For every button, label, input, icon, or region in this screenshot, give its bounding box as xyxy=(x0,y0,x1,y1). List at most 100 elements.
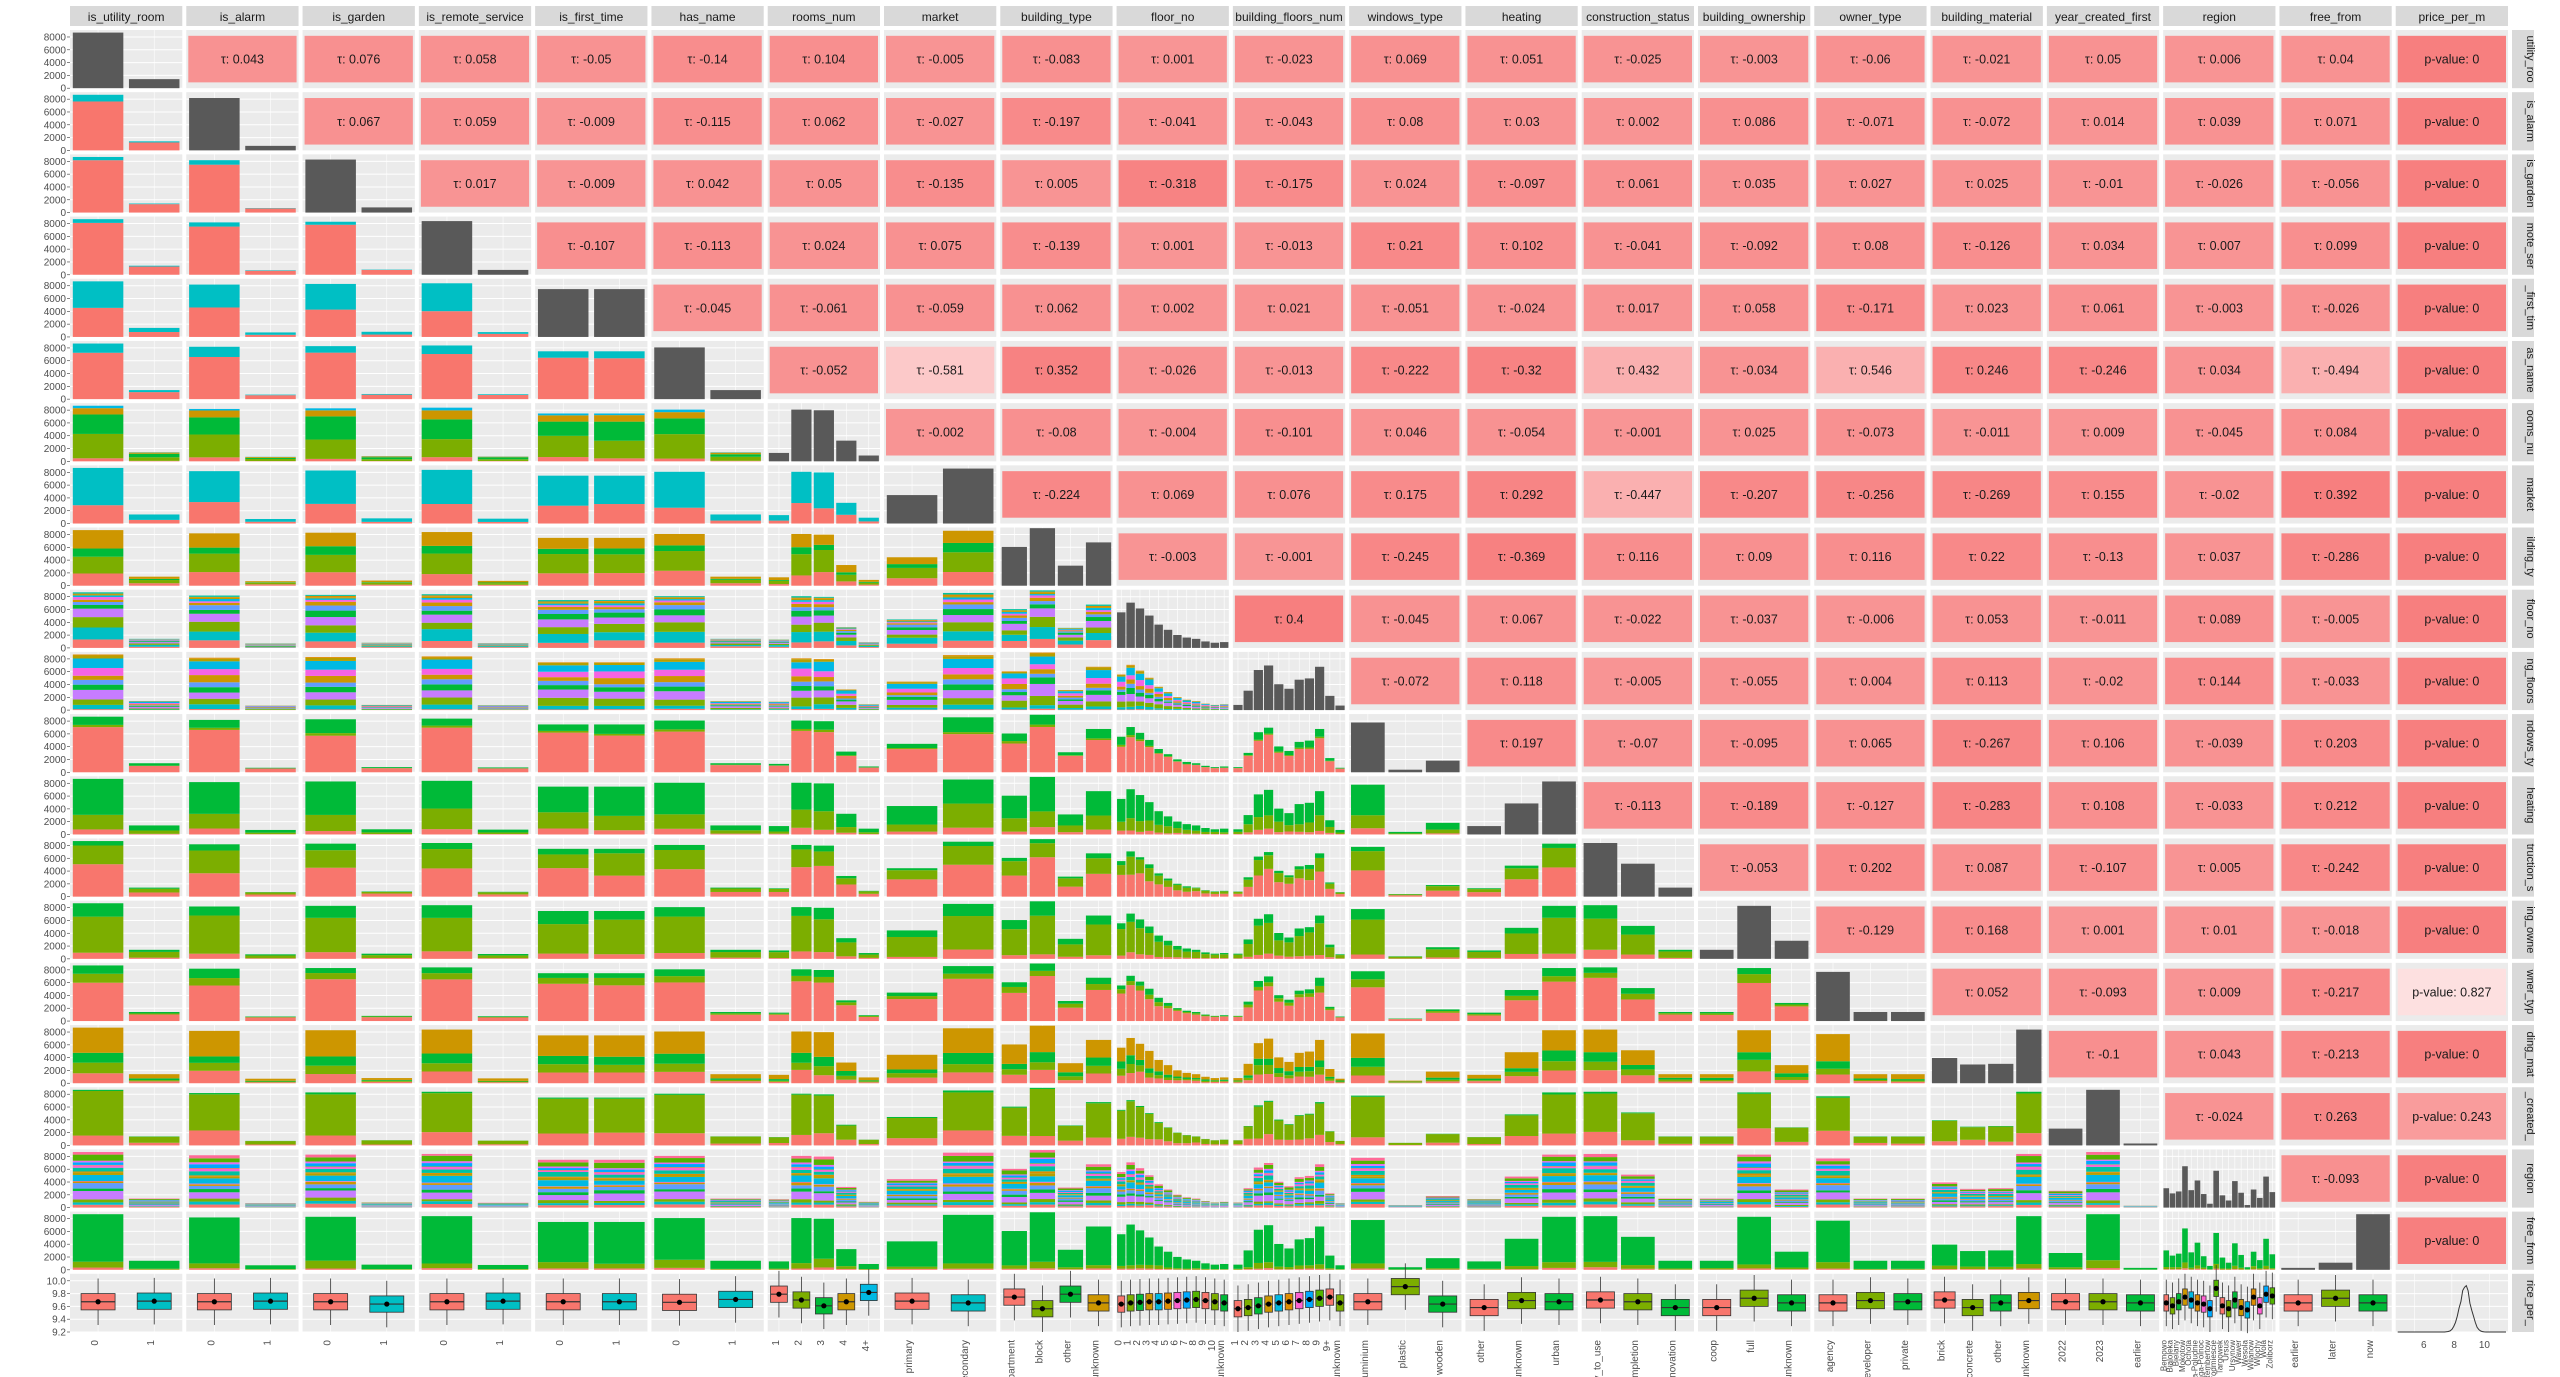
stacked-bar-segment xyxy=(942,679,994,685)
panel-is_first_time-is_first_time xyxy=(535,278,648,338)
stacked-bar-segment xyxy=(128,706,180,709)
stacked-bar-segment xyxy=(72,599,124,603)
stacked-bar-segment xyxy=(305,632,356,642)
stacked-bar-segment xyxy=(1085,829,1112,835)
stacked-bar-segment xyxy=(813,622,834,632)
stacked-bar-segment xyxy=(245,706,296,707)
stacked-bar-segment xyxy=(1315,1102,1325,1104)
stacked-bar-segment xyxy=(1085,607,1112,609)
stacked-bar-segment xyxy=(305,669,356,676)
stacked-bar-segment xyxy=(72,679,124,685)
stacked-bar-segment xyxy=(305,705,356,710)
panel-rooms_num-year_created_first: τ: 0.009 xyxy=(2046,403,2160,462)
y-tick-label: 6000 xyxy=(44,1227,67,1238)
stacked-bar-segment xyxy=(1737,982,1771,1022)
y-tick-label: 0 xyxy=(60,84,66,95)
panel-is_garden-heating: τ: -0.097 xyxy=(1465,154,1578,213)
stacked-bar-segment xyxy=(1219,893,1229,897)
stacked-bar-segment xyxy=(813,732,834,773)
panel-construction_status-free_from: τ: -0.242 xyxy=(2279,838,2392,897)
stacked-bar-segment xyxy=(1173,884,1182,891)
stacked-bar-segment xyxy=(1057,876,1084,879)
stacked-bar-segment xyxy=(189,226,240,275)
stacked-bar-segment xyxy=(1201,706,1210,708)
stacked-bar-segment xyxy=(1029,1136,1056,1146)
stacked-bar-segment xyxy=(245,584,296,586)
stacked-bar-segment xyxy=(189,356,240,400)
stacked-bar-segment xyxy=(1135,1137,1145,1146)
stacked-bar-segment xyxy=(1173,1080,1182,1084)
panel-is_first_time-is_alarm xyxy=(186,278,299,338)
stacked-bar-segment xyxy=(1325,1008,1335,1011)
stacked-bar-segment xyxy=(886,620,938,621)
stacked-bar-segment xyxy=(72,689,124,700)
stacked-bar-segment xyxy=(594,919,645,955)
stacked-bar-segment xyxy=(1304,932,1315,956)
stacked-bar-segment xyxy=(1085,670,1112,679)
row-strip-label: is_garden xyxy=(2524,159,2536,207)
stacked-bar-segment xyxy=(1210,1144,1220,1146)
stacked-bar-segment xyxy=(710,707,761,710)
stacked-bar-segment xyxy=(1425,829,1460,834)
stacked-bar-segment xyxy=(1085,666,1112,668)
stacked-bar-segment xyxy=(128,1013,180,1015)
stacked-bar-segment xyxy=(305,843,356,851)
stacked-bar-segment xyxy=(1001,1069,1027,1075)
stacked-bar-segment xyxy=(189,307,240,337)
stacked-bar-segment xyxy=(1621,993,1655,1000)
stacked-bar-segment xyxy=(537,548,589,555)
stacked-bar-segment xyxy=(1001,611,1027,612)
stacked-bar-segment xyxy=(1145,1113,1154,1114)
y-tick-label: 6000 xyxy=(44,1040,67,1051)
stacked-bar-segment xyxy=(886,743,938,749)
stacked-bar-segment xyxy=(1191,1014,1201,1022)
stacked-bar-segment xyxy=(654,596,705,598)
stacked-bar-segment xyxy=(1029,811,1056,828)
stacked-bar-segment xyxy=(942,709,994,711)
stacked-bar-segment xyxy=(1029,594,1056,596)
panel-is_garden-free_from: τ: -0.056 xyxy=(2279,154,2392,213)
stacked-bar-segment xyxy=(361,1144,413,1146)
stacked-bar-segment xyxy=(594,698,645,706)
stacked-bar-segment xyxy=(1145,1113,1154,1140)
panel-windows_type-building_material: τ: -0.267 xyxy=(1930,714,2043,773)
panel-building_type-has_name xyxy=(651,527,764,587)
panel-building_floors_num-rooms_num xyxy=(767,651,880,711)
corr-label: τ: 0.155 xyxy=(2081,488,2124,502)
stacked-bar-segment xyxy=(1699,1077,1734,1081)
corr-label: τ: -0.001 xyxy=(1614,426,1661,440)
stacked-bar-segment xyxy=(836,645,857,648)
stacked-bar-segment xyxy=(1304,864,1315,869)
stacked-bar-segment xyxy=(305,408,356,411)
stacked-bar-segment xyxy=(1263,986,1274,1022)
stacked-bar-segment xyxy=(654,615,705,623)
corr-cell xyxy=(2165,657,2274,705)
corr-label: τ: 0.4 xyxy=(1274,612,1303,626)
stacked-bar-segment xyxy=(189,687,240,693)
stacked-bar-segment xyxy=(537,1035,589,1056)
stacked-bar-segment xyxy=(942,734,994,773)
stacked-bar-segment xyxy=(836,1125,857,1140)
stacked-bar-segment xyxy=(594,735,645,773)
stacked-bar-segment xyxy=(305,416,356,440)
stacked-bar-segment xyxy=(1117,955,1126,959)
stacked-bar-segment xyxy=(421,674,473,680)
stacked-bar-segment xyxy=(1315,923,1325,956)
panel-is_alarm-heating: τ: 0.03 xyxy=(1465,92,1578,151)
stacked-bar-segment xyxy=(942,597,994,600)
stacked-bar-segment xyxy=(1325,1076,1335,1079)
corr-cell xyxy=(1583,35,1692,83)
stacked-bar-segment xyxy=(654,982,705,1022)
stacked-bar-segment xyxy=(654,953,705,959)
stacked-bar-segment xyxy=(1325,882,1335,884)
stacked-bar-segment xyxy=(361,893,413,897)
stacked-bar-segment xyxy=(836,634,857,638)
stacked-bar-segment xyxy=(1135,873,1145,897)
panel-is_first_time-building_ownership: τ: 0.058 xyxy=(1698,278,1811,337)
panel-floor_no-market xyxy=(884,589,997,649)
stacked-bar-segment xyxy=(886,870,938,880)
panel-building_material-construction_status xyxy=(1581,1025,1694,1084)
stacked-bar-segment xyxy=(1294,1115,1304,1116)
stacked-bar-segment xyxy=(1154,873,1163,876)
stacked-bar-segment xyxy=(858,832,879,834)
